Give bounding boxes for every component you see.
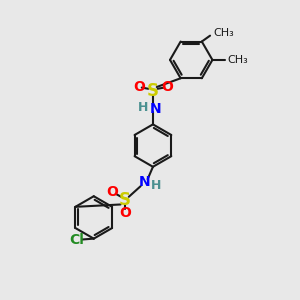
Text: Cl: Cl xyxy=(70,233,84,247)
Text: O: O xyxy=(133,80,145,94)
Text: H: H xyxy=(138,101,149,114)
Text: O: O xyxy=(161,80,173,94)
Text: O: O xyxy=(106,185,118,199)
Text: CH₃: CH₃ xyxy=(228,55,248,65)
Text: S: S xyxy=(147,82,159,100)
Text: H: H xyxy=(151,179,161,192)
Text: O: O xyxy=(119,206,131,220)
Text: N: N xyxy=(149,102,161,116)
Text: CH₃: CH₃ xyxy=(214,28,234,38)
Text: S: S xyxy=(119,191,131,209)
Text: N: N xyxy=(139,175,151,189)
